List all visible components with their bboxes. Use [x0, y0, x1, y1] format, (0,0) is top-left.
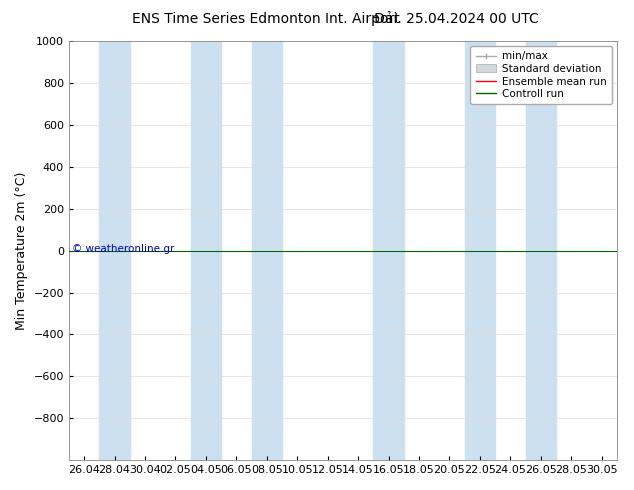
Bar: [373, 41, 404, 460]
Bar: [100, 41, 130, 460]
Text: Đải. 25.04.2024 00 UTC: Đải. 25.04.2024 00 UTC: [374, 12, 539, 26]
Text: ENS Time Series Edmonton Int. Airport: ENS Time Series Edmonton Int. Airport: [133, 12, 400, 26]
Y-axis label: Min Temperature 2m (°C): Min Temperature 2m (°C): [15, 172, 28, 330]
Bar: [526, 41, 556, 460]
Bar: [252, 41, 282, 460]
Bar: [191, 41, 221, 460]
Legend: min/max, Standard deviation, Ensemble mean run, Controll run: min/max, Standard deviation, Ensemble me…: [470, 46, 612, 104]
Text: © weatheronline.gr: © weatheronline.gr: [72, 245, 174, 254]
Bar: [465, 41, 495, 460]
